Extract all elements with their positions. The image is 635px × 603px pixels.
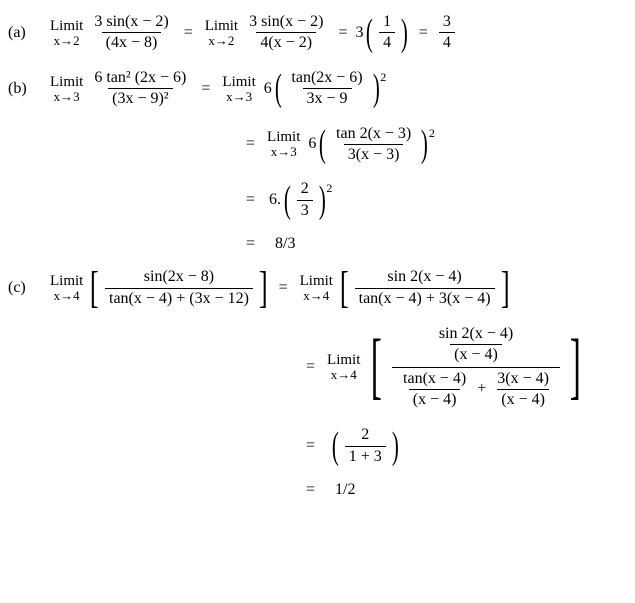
result-a: 3 4 [439, 12, 455, 54]
equals: = [246, 191, 255, 209]
equals: = [279, 279, 288, 297]
limit-c2: Limit x→4 [300, 274, 333, 302]
paren-b4: ( 2 3 ) [281, 179, 328, 221]
frac-b1: 6 tan² (2x − 6) (3x − 9)² [90, 68, 190, 110]
exp-b4: 2 [326, 181, 332, 196]
limit-b1: Limit x→3 [50, 75, 83, 103]
exp-b3: 2 [429, 126, 435, 141]
result-c: 1/2 [335, 481, 355, 499]
equals: = [306, 358, 315, 376]
plus: + [477, 380, 486, 398]
coef-a: 3 [355, 24, 363, 42]
equals: = [201, 80, 210, 98]
frac-a1: 3 sin(x − 2) (4x − 8) [90, 12, 172, 54]
bracket-c1: [ sin(2x − 8) tan(x − 4) + (3x − 12) ] [87, 267, 270, 309]
problem-b-line3: = 6. ( 2 3 ) 2 [8, 179, 627, 221]
limit-c3: Limit x→4 [327, 353, 360, 381]
equals: = [306, 481, 315, 499]
problem-c-line2: = Limit x→4 [ sin 2(x − 4) (x − 4) tan(x… [8, 323, 627, 412]
equals: = [338, 24, 347, 42]
coef-b2: 6 [264, 80, 272, 98]
problem-c-line4: = 1/2 [8, 481, 627, 499]
label-a: (a) [8, 24, 46, 42]
equals: = [184, 24, 193, 42]
compound-frac-c: sin 2(x − 4) (x − 4) tan(x − 4) (x − 4) … [392, 323, 560, 412]
paren-c: ( 2 1 + 3 ) [329, 425, 401, 467]
limit-b3: Limit x→3 [267, 130, 300, 158]
equals: = [246, 235, 255, 253]
problem-c-line3: = ( 2 1 + 3 ) [8, 425, 627, 467]
label-c: (c) [8, 279, 46, 297]
problem-a: (a) Limit x→2 3 sin(x − 2) (4x − 8) = Li… [8, 12, 627, 54]
label-b: (b) [8, 80, 46, 98]
limit-b2: Limit x→3 [222, 75, 255, 103]
frac-a2: 3 sin(x − 2) 4(x − 2) [245, 12, 327, 54]
bracket-c3: [ sin 2(x − 4) (x − 4) tan(x − 4) (x − 4… [364, 323, 587, 412]
paren-a: ( 1 4 ) [363, 12, 410, 54]
coef-b4: 6. [269, 191, 281, 209]
problem-c-line1: (c) Limit x→4 [ sin(2x − 8) tan(x − 4) +… [8, 267, 627, 309]
paren-b2: ( tan(2x − 6) 3x − 9 ) [272, 68, 383, 110]
equals: = [246, 135, 255, 153]
equals: = [419, 24, 428, 42]
limit-a2: Limit x→2 [205, 19, 238, 47]
problem-b-line4: = 8/3 [8, 235, 627, 253]
coef-b3: 6 [308, 135, 316, 153]
bracket-c2: [ sin 2(x − 4) tan(x − 4) + 3(x − 4) ] [337, 267, 512, 309]
exp-b2: 2 [380, 70, 386, 85]
result-b: 8/3 [275, 235, 295, 253]
problem-b-line2: = Limit x→3 6 ( tan 2(x − 3) 3(x − 3) ) … [8, 124, 627, 166]
equals: = [306, 437, 315, 455]
problem-b-line1: (b) Limit x→3 6 tan² (2x − 6) (3x − 9)² … [8, 68, 627, 110]
limit-a1: Limit x→2 [50, 19, 83, 47]
paren-b3: ( tan 2(x − 3) 3(x − 3) ) [316, 124, 431, 166]
limit-c1: Limit x→4 [50, 274, 83, 302]
